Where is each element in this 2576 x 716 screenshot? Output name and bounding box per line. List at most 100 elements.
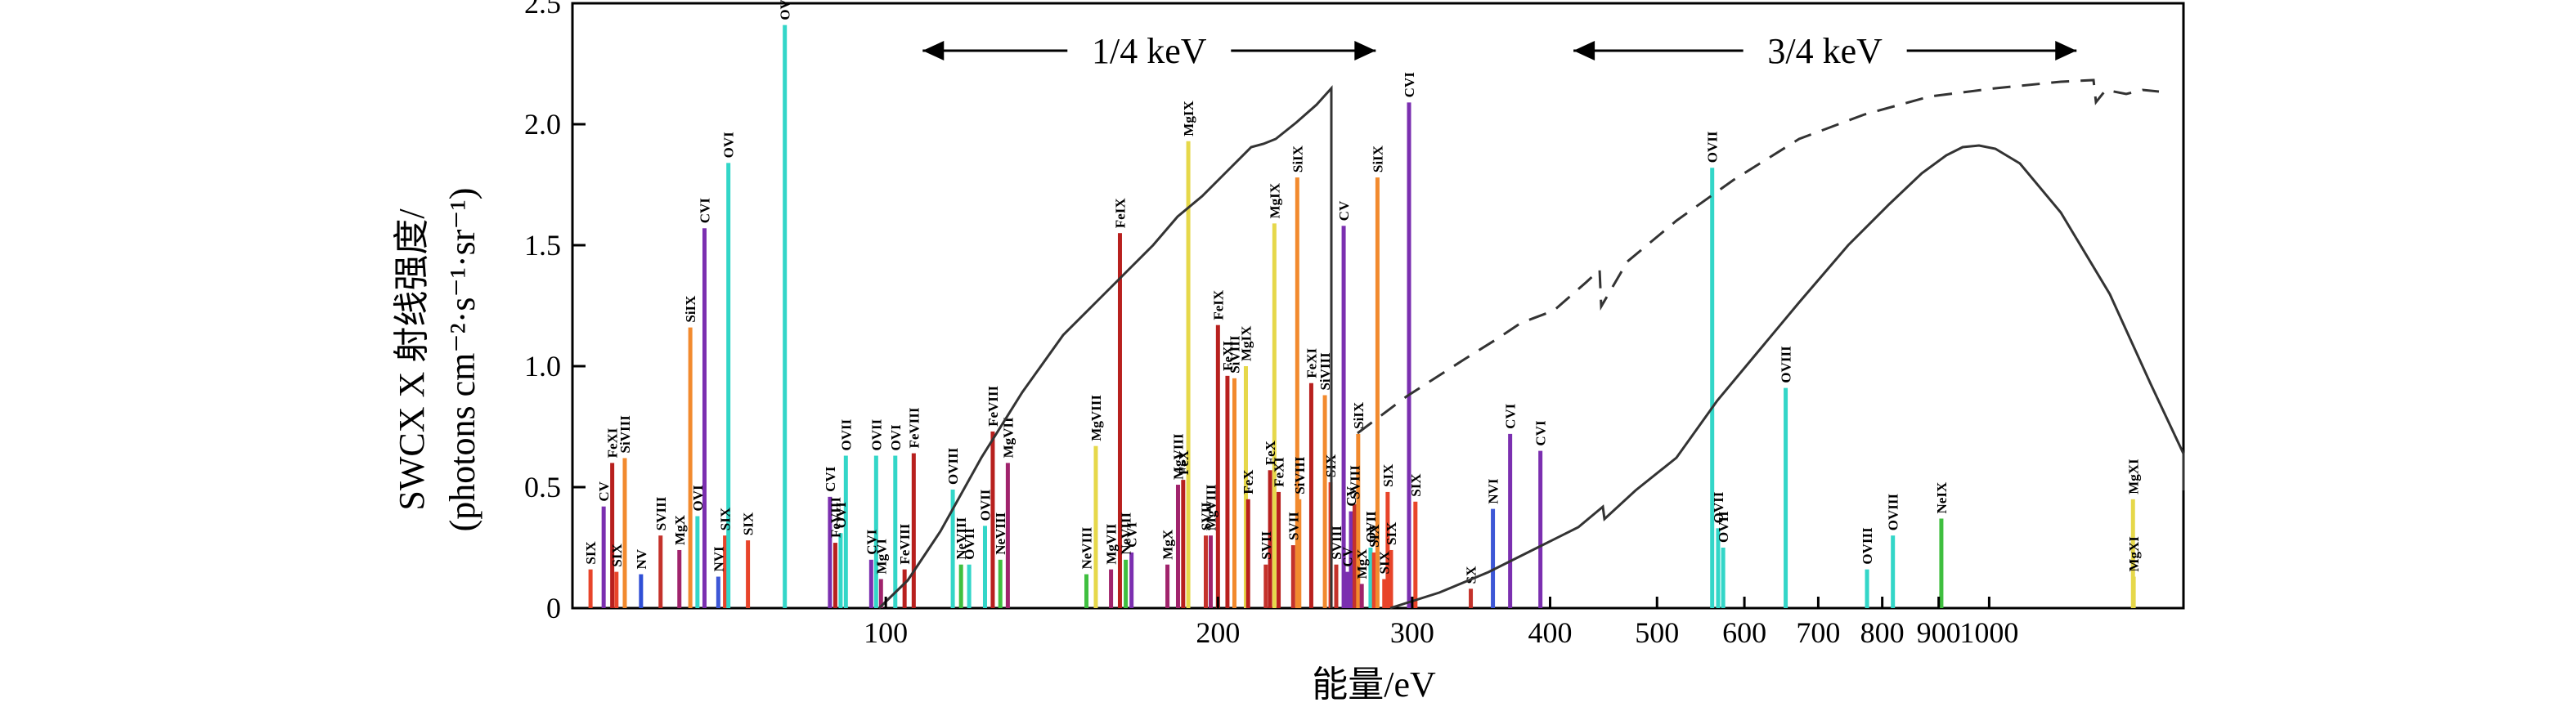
emission-line-bar: [723, 535, 728, 608]
emission-line-label: OVIII: [1779, 346, 1794, 383]
emission-line-bar: [868, 559, 873, 608]
emission-line-label: MgVIII: [1203, 484, 1218, 530]
emission-line-label: FeVIII: [897, 523, 913, 564]
emission-line-label: NV: [634, 548, 649, 569]
emission-line-bar: [1263, 564, 1268, 608]
emission-line-bar: [1175, 485, 1180, 608]
emission-line-bar: [838, 533, 843, 608]
emission-line-bar: [1245, 499, 1250, 608]
band-arrowhead-right: [2055, 41, 2077, 60]
x-tick-label: 900: [1917, 616, 1961, 649]
y-axis-title: SWCX X 射线强度/ (photons cm⁻²·s⁻¹·sr⁻¹): [392, 188, 482, 532]
emission-line-bar: [716, 576, 720, 608]
emission-line-bar: [639, 574, 644, 608]
emission-line-bar: [1508, 433, 1513, 608]
energy-band: 1/4 keV: [922, 31, 1376, 71]
emission-line-bar: [1124, 559, 1129, 608]
emission-line-label: CV: [1336, 200, 1352, 221]
emission-line-bar: [1225, 375, 1230, 608]
emission-line-bar: [1413, 501, 1418, 608]
emission-line-label: FeVIII: [906, 407, 922, 448]
emission-line-bar: [1117, 233, 1122, 608]
emission-line-bar: [1243, 366, 1248, 608]
emission-line-label: MgVII: [1104, 523, 1120, 564]
emission-line-label: SX: [1464, 566, 1479, 584]
emission-line-bar: [967, 564, 972, 608]
emission-line-label: NeVIII: [1079, 526, 1095, 569]
emission-line-bar: [1208, 535, 1213, 608]
emission-line-bar: [998, 559, 1003, 608]
bars-layer: [588, 25, 2136, 609]
emission-line-bar: [1295, 177, 1299, 608]
emission-line-bar: [1005, 463, 1010, 608]
y-tick-label: 2.5: [524, 0, 561, 20]
emission-line-bar: [658, 535, 663, 608]
emission-line-bar: [1084, 574, 1089, 608]
emission-line-bar: [958, 564, 963, 608]
emission-line-bar: [1181, 480, 1186, 608]
emission-line-label: NVI: [711, 546, 726, 572]
emission-line-bar: [1710, 168, 1715, 608]
emission-line-bar: [1165, 564, 1170, 608]
emission-line-label: CVI: [823, 466, 838, 492]
emission-line-bar: [2130, 499, 2135, 608]
emission-line-label: MgIX: [1267, 182, 1282, 218]
emission-line-bar: [1469, 588, 1474, 608]
emission-line-bar: [1341, 226, 1346, 608]
x-tick-label: 400: [1528, 616, 1572, 649]
emission-line-bar: [1268, 470, 1272, 608]
emission-line-bar: [1389, 549, 1393, 608]
emission-line-bar: [873, 455, 878, 608]
emission-line-label: CVI: [1402, 72, 1417, 98]
band-label: 3/4 keV: [1767, 31, 1883, 71]
emission-line-label: CV: [596, 481, 612, 501]
axes-layer: 0 0.5 1.0 1.5 2.0 2.5 100 200 300 400 500 600 700 800…: [524, 0, 2018, 649]
band-arrowhead-left: [1573, 41, 1595, 60]
emission-line-label: NVI: [1486, 478, 1501, 504]
emission-line-label: SVII: [1286, 512, 1301, 540]
emission-line-label: OVIII: [1886, 493, 1901, 530]
emission-line-bar: [843, 455, 848, 608]
emission-line-bar: [588, 569, 593, 608]
emission-line-label: OVII: [838, 418, 854, 450]
emission-line-label: OVI: [721, 132, 737, 159]
emission-line-bar: [1308, 383, 1313, 608]
emission-line-label: OVII: [1363, 511, 1379, 543]
emission-line-label: SVIII: [1329, 526, 1344, 560]
emission-line-label: SiVIII: [1292, 456, 1308, 494]
emission-line-label: SIX: [1377, 550, 1393, 574]
emission-line-bar: [878, 579, 883, 608]
emission-line-label: FeX: [1176, 450, 1192, 475]
emission-line-bar: [950, 489, 955, 608]
emission-line-label: OVI: [888, 424, 904, 451]
emission-line-label: CVI: [697, 198, 712, 224]
emission-line-label: SIX: [1408, 473, 1424, 497]
emission-line-label: CVI: [1124, 521, 1140, 548]
emission-line-bar: [2131, 576, 2136, 608]
emission-line-bar: [622, 458, 627, 608]
y-tick-label: 1.0: [524, 350, 561, 383]
emission-line-label: SIX: [741, 512, 756, 535]
emission-line-bar: [1232, 378, 1236, 608]
emission-line-label: MgVII: [1000, 417, 1016, 458]
emission-line-label: SiIX: [1290, 145, 1305, 172]
emission-line-bar: [1349, 511, 1353, 608]
emission-line-bar: [702, 228, 707, 608]
x-tick-label: 100: [864, 616, 908, 649]
y-tick-label: 0: [546, 592, 561, 624]
emission-line-label: OVII: [962, 528, 977, 560]
band-arrowhead-left: [922, 41, 945, 60]
x-axis-title: 能量/eV: [1312, 665, 1436, 705]
emission-line-label: MgXI: [2126, 536, 2142, 572]
emission-line-label: OVII: [977, 489, 993, 521]
emission-line-label: OVI: [690, 485, 706, 512]
emission-line-label: SVIII: [1347, 465, 1362, 499]
x-tick-label: 800: [1860, 616, 1905, 649]
emission-line-label: SIX: [1367, 524, 1382, 548]
emission-line-bar: [726, 163, 731, 609]
emission-line-bar: [1322, 395, 1327, 608]
emission-line-label: SiIX: [1370, 145, 1385, 172]
emission-line-label: OVII: [1711, 491, 1726, 523]
emission-line-label: MgVIII: [1088, 395, 1104, 441]
